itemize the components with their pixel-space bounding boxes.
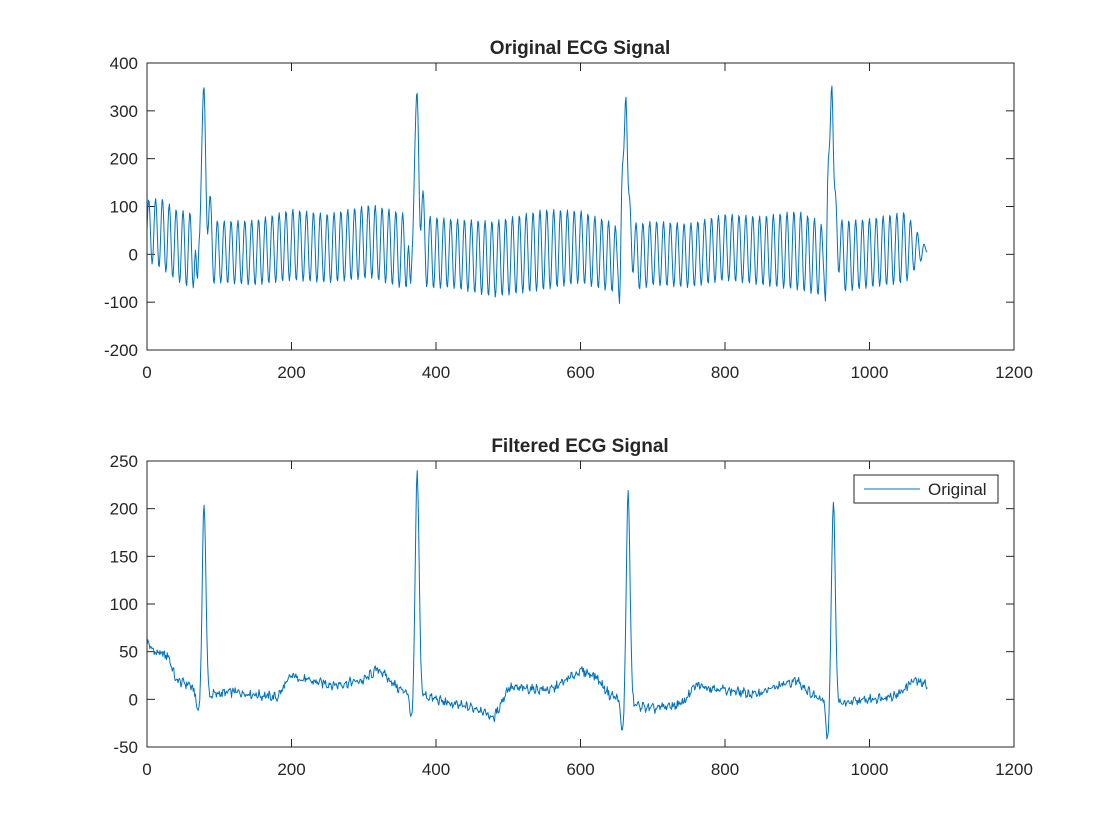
original-ecg-title: Original ECG Signal xyxy=(490,38,671,59)
x-tick-label: 1200 xyxy=(995,760,1033,779)
y-tick-label: 100 xyxy=(110,595,138,614)
x-tick-label: 200 xyxy=(277,363,305,382)
y-tick-label: 50 xyxy=(119,643,138,662)
x-tick-label: 0 xyxy=(142,760,151,779)
x-tick-label: 400 xyxy=(422,363,450,382)
filtered-ecg-axes: Filtered ECG Signal 0 200 400 600 800 1000 120… xyxy=(110,436,1033,779)
x-tick-label: 400 xyxy=(422,760,450,779)
y-tick-label: -100 xyxy=(104,293,138,312)
y-tick-label: 400 xyxy=(110,54,138,73)
x-tick-label: 600 xyxy=(566,363,594,382)
x-tick-label: 600 xyxy=(566,760,594,779)
x-tick-label: 1000 xyxy=(851,363,889,382)
x-tick-label: 0 xyxy=(142,363,151,382)
original-ecg-axes: Original ECG Signal 0 200 400 600 800 1000 120… xyxy=(104,38,1033,382)
y-tick-label: 100 xyxy=(110,198,138,217)
legend-entry-original: Original xyxy=(928,480,987,499)
x-tick-label: 1000 xyxy=(851,760,889,779)
x-tick-label: 800 xyxy=(711,363,739,382)
y-tick-label: 200 xyxy=(110,150,138,169)
x-tick-label: 1200 xyxy=(995,363,1033,382)
filtered-ecg-line xyxy=(146,470,928,740)
filtered-ecg-series xyxy=(146,470,928,740)
y-tick-label: 150 xyxy=(110,547,138,566)
filtered-ecg-plot-frame xyxy=(146,460,1015,748)
original-ecg-series xyxy=(146,85,928,304)
filtered-ecg-title: Filtered ECG Signal xyxy=(491,436,668,457)
legend: Original xyxy=(853,474,999,504)
x-tick-label: 800 xyxy=(711,760,739,779)
x-tick-label: 200 xyxy=(277,760,305,779)
y-tick-label: 200 xyxy=(110,500,138,519)
y-tick-label: 250 xyxy=(110,452,138,471)
original-ecg-line xyxy=(146,85,928,304)
y-tick-label: 0 xyxy=(129,245,138,264)
y-tick-label: 300 xyxy=(110,102,138,121)
y-tick-label: -200 xyxy=(104,341,138,360)
y-tick-label: -50 xyxy=(113,738,138,757)
original-ecg-plot-frame xyxy=(146,62,1015,351)
original-ecg-ticks: 0 200 400 600 800 1000 1200 -200 -100 0 100 200 300 4… xyxy=(104,54,1033,382)
y-tick-label: 0 xyxy=(129,690,138,709)
